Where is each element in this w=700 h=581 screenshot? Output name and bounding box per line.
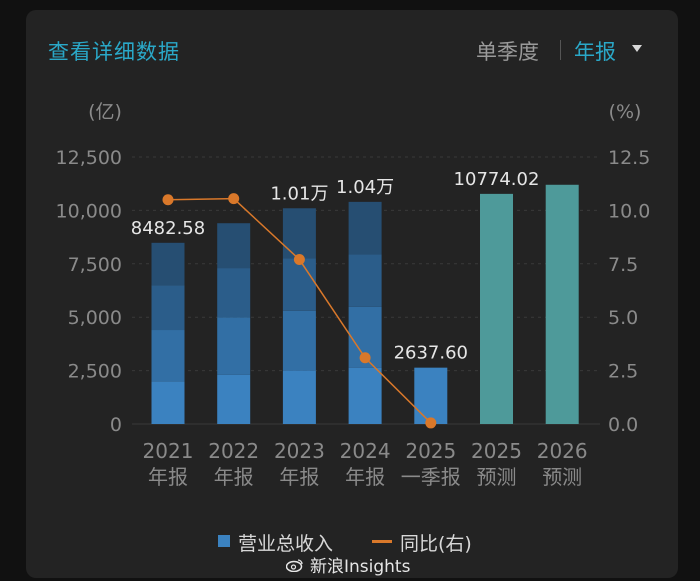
bar-value-label: 1.01万 — [270, 183, 328, 204]
toggle-divider — [560, 40, 561, 60]
legend-label-yoy: 同比(右) — [400, 533, 472, 555]
bar-segment — [151, 242, 185, 286]
bar-segment — [282, 208, 316, 259]
x-tick-year: 2023 — [274, 439, 325, 463]
x-tick-year: 2025 — [405, 439, 456, 463]
bar-segment — [348, 367, 382, 424]
toggle-annual[interactable]: 年报 — [574, 40, 616, 64]
x-tick-year: 2024 — [340, 439, 391, 463]
bar-segment — [151, 330, 185, 382]
x-tick-year: 2022 — [208, 439, 259, 463]
left-tick-label: 2,500 — [68, 361, 122, 383]
bar-segment — [348, 201, 382, 255]
bar-segment — [217, 268, 251, 318]
x-tick-kind: 预测 — [542, 465, 582, 489]
legend-label-revenue: 营业总收入 — [238, 533, 334, 555]
bar-value-label: 10774.02 — [454, 169, 540, 190]
bar-value-label: 1.04万 — [336, 177, 394, 198]
right-tick-label: 0.0 — [608, 414, 638, 436]
yoy-point — [425, 417, 437, 429]
yoy-point — [162, 194, 174, 206]
bar-forecast — [480, 193, 513, 424]
x-tick-kind: 年报 — [148, 465, 188, 489]
bar-segment — [217, 317, 251, 375]
watermark: 新浪Insights — [286, 552, 410, 577]
yoy-point — [359, 352, 371, 364]
x-tick-kind: 一季报 — [401, 465, 461, 489]
right-tick-label: 5.0 — [608, 307, 638, 329]
weibo-icon — [286, 558, 303, 572]
left-tick-label: 7,500 — [68, 254, 122, 276]
yoy-point — [293, 254, 305, 266]
x-tick-year: 2026 — [537, 439, 588, 463]
yoy-point — [228, 193, 240, 205]
bar-segment — [414, 367, 448, 424]
legend-swatch-revenue — [218, 535, 230, 547]
left-tick-label: 0 — [110, 414, 122, 436]
x-tick-kind: 年报 — [214, 465, 254, 489]
legend-swatch-yoy — [372, 540, 392, 543]
right-tick-label: 7.5 — [608, 254, 638, 276]
bar-segment — [217, 223, 251, 269]
left-tick-label: 5,000 — [68, 307, 122, 329]
x-tick-kind: 年报 — [279, 465, 319, 489]
left-axis-unit: (亿) — [88, 101, 122, 123]
bar-segment — [151, 381, 185, 424]
left-tick-label: 12,500 — [56, 147, 122, 169]
left-tick-label: 10,000 — [56, 200, 122, 222]
bar-segment — [282, 370, 316, 424]
bar-segment — [282, 258, 316, 311]
view-detailed-data-link[interactable]: 查看详细数据 — [48, 40, 180, 64]
bar-segment — [348, 254, 382, 307]
bar-value-label: 8482.58 — [131, 218, 205, 239]
bar-value-label: 2637.60 — [394, 343, 468, 364]
chevron-down-icon[interactable] — [632, 45, 642, 52]
bar-segment — [151, 285, 185, 331]
bar-segment — [282, 310, 316, 371]
watermark-text: 新浪Insights — [310, 557, 411, 577]
x-tick-year: 2021 — [143, 439, 194, 463]
right-tick-label: 12.5 — [608, 147, 650, 169]
right-tick-label: 10.0 — [608, 200, 650, 222]
right-axis-unit: (%) — [609, 101, 642, 123]
bar-segment — [217, 374, 251, 424]
x-tick-year: 2025 — [471, 439, 522, 463]
toggle-quarterly[interactable]: 单季度 — [476, 40, 539, 64]
right-tick-label: 2.5 — [608, 361, 638, 383]
x-tick-kind: 预测 — [477, 465, 517, 489]
x-tick-kind: 年报 — [345, 465, 385, 489]
bar-forecast — [545, 184, 579, 424]
